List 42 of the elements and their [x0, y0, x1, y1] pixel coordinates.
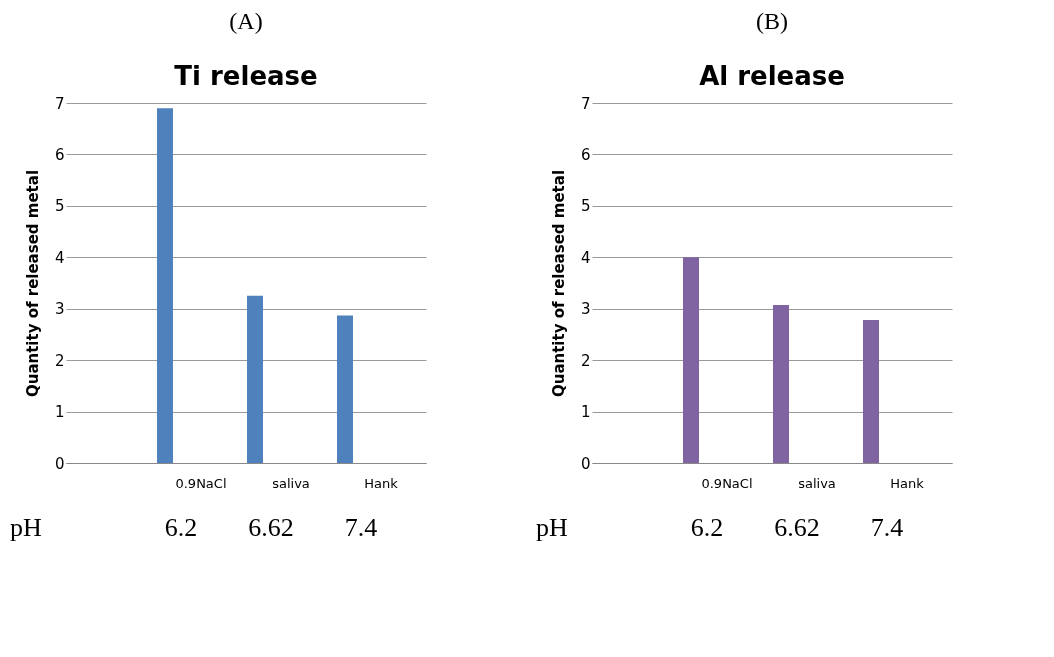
bar [773, 305, 789, 463]
x-tick-label: Hank [890, 475, 925, 491]
text: pH [10, 513, 43, 542]
y-tick-label: 1 [54, 403, 65, 422]
y-tick-label: 4 [580, 248, 591, 267]
text: 6.62 [248, 513, 294, 542]
y-tick-label: 1 [580, 403, 591, 422]
x-tick-label: 0.9NaCl [175, 475, 227, 491]
x-tick-label: Hank [364, 475, 399, 491]
y-axis-title: Quantity of released metal [23, 169, 42, 398]
text: 6.2 [690, 513, 724, 542]
y-tick-label: 6 [580, 145, 591, 164]
chart-title: (B) [756, 8, 788, 34]
chart-subtitle: Ti release [174, 61, 318, 91]
text: 6.62 [774, 513, 820, 542]
y-axis-title: Quantity of released metal [549, 169, 568, 398]
text: 7.4 [870, 513, 904, 542]
bar [683, 257, 699, 463]
y-tick-label: 3 [54, 300, 65, 319]
y-tick-label: 3 [580, 300, 591, 319]
y-tick-label: 2 [580, 351, 591, 370]
x-tick-label: saliva [798, 475, 836, 491]
bar [863, 320, 879, 463]
text: 7.4 [344, 513, 378, 542]
y-tick-label: 7 [54, 94, 65, 113]
y-tick-label: 4 [54, 248, 65, 267]
chart-subtitle: Al release [699, 61, 845, 91]
y-tick-label: 2 [54, 351, 65, 370]
text: pH [536, 513, 569, 542]
bar [247, 295, 263, 463]
y-tick-label: 6 [54, 145, 65, 164]
x-tick-label: 0.9NaCl [701, 475, 753, 491]
chart-title: (A) [229, 8, 263, 34]
x-tick-label: saliva [272, 475, 310, 491]
y-tick-label: 5 [580, 197, 591, 216]
bar [337, 315, 353, 463]
y-tick-label: 5 [54, 197, 65, 216]
y-tick-label: 0 [580, 454, 591, 473]
text: 6.2 [164, 513, 198, 542]
y-tick-label: 0 [54, 454, 65, 473]
bar [157, 108, 173, 463]
y-tick-label: 7 [580, 94, 591, 113]
